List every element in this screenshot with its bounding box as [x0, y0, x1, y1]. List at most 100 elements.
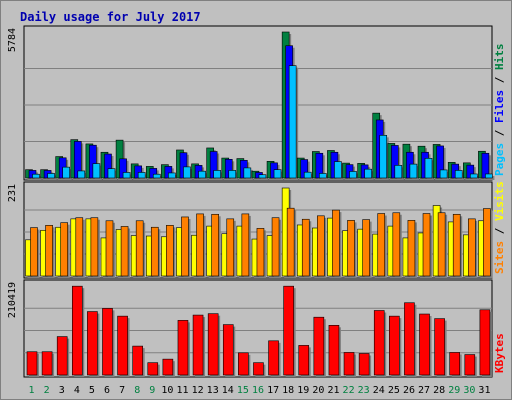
- bar-pages-day4: [77, 170, 86, 179]
- bar-sites-day12: [196, 213, 204, 277]
- x-tick-label: 25: [388, 385, 400, 396]
- bar-pages-day18: [288, 65, 297, 179]
- bar-kbytes-day25: [389, 315, 400, 376]
- bar-kbytes-day3: [56, 336, 68, 376]
- x-tick-label: 4: [74, 385, 80, 396]
- x-tick-label: 29: [448, 385, 460, 396]
- x-tick-label: 28: [433, 385, 445, 396]
- bar-sites-day2: [45, 225, 53, 277]
- bar-kbytes-day18: [283, 285, 294, 376]
- x-tick-label: 21: [327, 385, 339, 396]
- bar-pages-day6: [107, 168, 116, 179]
- bar-kbytes-day2: [41, 351, 53, 376]
- bar-kbytes-day30: [464, 354, 476, 376]
- bar-kbytes-day16: [253, 362, 264, 376]
- x-tick-label: 16: [252, 385, 264, 396]
- bar-pages-day12: [198, 170, 206, 179]
- x-tick-label: 5: [89, 385, 95, 396]
- bar-kbytes-day29: [449, 352, 461, 376]
- bar-pages-day26: [409, 163, 418, 179]
- bar-pages-day24: [379, 135, 388, 179]
- bar-sites-day17: [271, 217, 280, 277]
- x-tick-label: 9: [149, 385, 155, 396]
- bar-sites-day9: [150, 226, 159, 277]
- y-max-label: 5784: [7, 28, 18, 52]
- bar-pages-day30: [470, 173, 478, 179]
- bar-pages-day31: [485, 173, 493, 179]
- bar-kbytes-day6: [102, 308, 113, 376]
- bar-pages-day15: [243, 167, 252, 179]
- bar-sites-day5: [90, 217, 99, 277]
- bar-pages-day16-shadow: [260, 176, 268, 180]
- bar-kbytes-day19: [298, 345, 310, 376]
- bar-pages-day1: [32, 173, 40, 179]
- x-tick-label: 12: [192, 385, 204, 396]
- x-tick-label: 14: [222, 385, 234, 396]
- x-tick-label: 20: [312, 385, 324, 396]
- bar-kbytes-day7: [117, 315, 128, 376]
- bar-kbytes-day31: [479, 309, 491, 376]
- bar-kbytes-day8: [132, 345, 143, 376]
- bar-pages-day22: [349, 171, 357, 179]
- x-tick-label: 24: [373, 385, 385, 396]
- bar-kbytes-day13: [207, 313, 219, 376]
- bar-sites-day22: [347, 220, 355, 277]
- x-tick-label: 18: [282, 385, 294, 396]
- legend-separator: /: [493, 70, 506, 90]
- bar-kbytes-day10: [162, 358, 174, 376]
- bar-kbytes-day20: [313, 316, 325, 376]
- bar-pages-day27: [424, 158, 433, 179]
- bar-kbytes-day4: [71, 285, 83, 376]
- x-tick-label: 23: [358, 385, 370, 396]
- x-tick-label: 26: [403, 385, 415, 396]
- x-tick-label: 31: [478, 385, 490, 396]
- x-tick-label: 15: [237, 385, 249, 396]
- bar-kbytes-day17: [268, 340, 279, 376]
- bar-kbytes-day5: [87, 311, 98, 376]
- bar-sites-day27: [422, 213, 431, 277]
- bar-pages-day11: [183, 166, 191, 179]
- bar-pages-day25: [394, 165, 403, 179]
- bar-pages-day13: [213, 170, 221, 179]
- x-tick-label: 10: [161, 385, 173, 396]
- bar-sites-day4: [75, 217, 84, 277]
- y-max-label: 231: [7, 184, 18, 202]
- legend-visits: Visits: [493, 181, 506, 221]
- bar-pages-day28: [439, 169, 448, 179]
- x-tick-label: 30: [463, 385, 475, 396]
- x-tick-label: 6: [104, 385, 110, 396]
- axis-legend: KBytes: [493, 333, 506, 373]
- bar-pages-day20: [319, 173, 327, 179]
- bar-pages-day14: [228, 170, 237, 179]
- chart-title: Daily usage for July 2017: [20, 10, 201, 24]
- panel-kbytes: 210419 KBytes: [7, 279, 506, 378]
- bar-kbytes-day1: [26, 351, 38, 376]
- bar-sites-day6: [105, 220, 114, 277]
- legend-hits: Hits: [493, 44, 506, 71]
- bar-sites-day31: [483, 208, 491, 277]
- legend-separator: /: [493, 123, 506, 143]
- bar-sites-day15: [241, 213, 250, 277]
- bar-pages-day17: [273, 169, 282, 179]
- x-tick-label: 1: [29, 385, 35, 396]
- bar-sites-day20: [317, 215, 325, 277]
- bar-kbytes-day15: [238, 352, 249, 376]
- bar-pages-day9: [152, 173, 161, 179]
- bar-pages-day21: [334, 161, 342, 179]
- legend-pages: Pages: [493, 143, 506, 176]
- bar-sites-day14: [226, 218, 235, 277]
- legend-kbytes: KBytes: [493, 333, 506, 373]
- bar-kbytes-day26: [404, 302, 415, 376]
- y-max-label: 210419: [7, 282, 18, 318]
- x-tick-label: 2: [44, 385, 50, 396]
- bar-pages-day10: [168, 172, 176, 179]
- bar-pages-day19: [303, 171, 312, 179]
- x-tick-label: 27: [418, 385, 430, 396]
- bar-sites-day21: [332, 209, 340, 277]
- bar-sites-day28: [437, 212, 446, 277]
- bar-sites-day29: [452, 213, 461, 277]
- x-tick-label: 8: [134, 385, 140, 396]
- bar-pages-day5: [92, 163, 101, 179]
